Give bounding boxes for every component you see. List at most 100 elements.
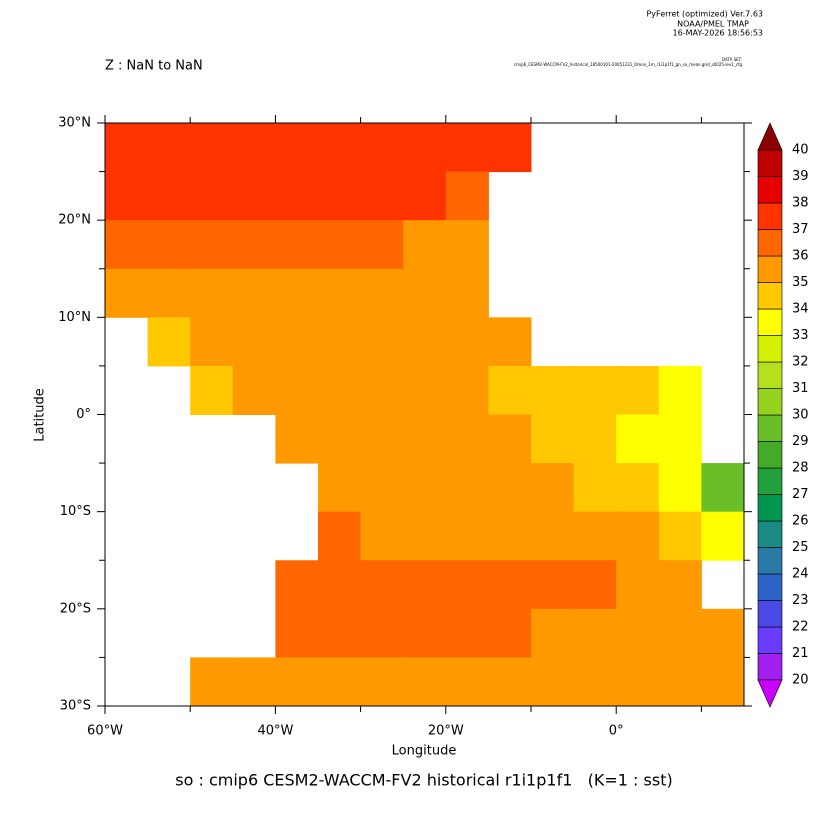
colorbar-label: 37 — [792, 222, 809, 237]
heat-cell — [701, 511, 745, 561]
heat-cell — [616, 365, 660, 415]
heat-cell — [445, 560, 489, 610]
colorbar-box — [757, 414, 783, 442]
heat-cell — [105, 123, 149, 173]
y-tick-label: 10°N — [58, 310, 91, 325]
x-tick-label: 20°W — [428, 724, 464, 739]
colorbar-over — [757, 122, 783, 151]
heat-cell — [658, 657, 702, 707]
heat-cell — [275, 268, 319, 318]
heat-cell — [147, 220, 191, 270]
colorbar-label: 39 — [792, 169, 809, 184]
y-tick-label: 20°S — [60, 601, 91, 616]
x-axis-label: Longitude — [392, 744, 457, 759]
heat-cell — [445, 608, 489, 658]
heat-cell — [488, 511, 532, 561]
colorbar-label: 22 — [792, 620, 809, 635]
heat-cell — [232, 365, 276, 415]
header-line: PyFerret (optimized) Ver.7.63 — [646, 10, 763, 19]
heat-cell — [232, 317, 276, 367]
heat-cell — [360, 463, 404, 513]
colorbar-box — [757, 282, 783, 310]
heat-cell — [403, 414, 447, 464]
heat-cell — [190, 220, 234, 270]
colorbar-label: 23 — [792, 593, 809, 608]
colorbar-box — [757, 626, 783, 654]
heat-cell — [488, 317, 532, 367]
colorbar-label: 25 — [792, 540, 809, 555]
heat-cell — [403, 268, 447, 318]
heat-cell — [488, 365, 532, 415]
heat-cell — [360, 317, 404, 367]
colorbar-box — [757, 388, 783, 416]
heat-cell — [360, 560, 404, 610]
colorbar-box — [757, 494, 783, 522]
heat-cell — [616, 414, 660, 464]
heat-cell — [318, 317, 362, 367]
colorbar-label: 26 — [792, 514, 809, 529]
heat-cell — [616, 657, 660, 707]
heat-cell — [573, 414, 617, 464]
heat-cell — [531, 657, 575, 707]
heat-cell — [658, 511, 702, 561]
y-tick-label: 30°S — [60, 699, 91, 714]
heat-cell — [190, 365, 234, 415]
colorbar-label: 29 — [792, 434, 809, 449]
heat-cell — [403, 123, 447, 173]
colorbar-label: 33 — [792, 328, 809, 343]
heat-cell — [531, 463, 575, 513]
heat-cell — [275, 317, 319, 367]
heat-cell — [318, 511, 362, 561]
y-tick-label: 20°N — [58, 213, 91, 228]
heat-cell — [445, 317, 489, 367]
colorbar-label: 36 — [792, 249, 809, 264]
heat-cell — [275, 657, 319, 707]
dataset-name: cmip6_CESM2-WACCM-FV2_historical_1850010… — [514, 62, 743, 67]
heat-cell — [318, 268, 362, 318]
heat-cell — [190, 317, 234, 367]
heat-cell — [232, 268, 276, 318]
heat-cell — [360, 171, 404, 221]
heat-cell — [658, 463, 702, 513]
heat-cell — [701, 463, 745, 513]
colorbar-label: 20 — [792, 673, 809, 688]
x-tick-label: 40°W — [257, 724, 293, 739]
heat-cell — [573, 511, 617, 561]
heat-cell — [360, 608, 404, 658]
heat-cell — [658, 608, 702, 658]
heat-cell — [403, 171, 447, 221]
heat-cell — [275, 123, 319, 173]
colorbar-label: 40 — [792, 143, 809, 158]
heat-cell — [658, 560, 702, 610]
heat-cell — [445, 463, 489, 513]
heat-cell — [573, 657, 617, 707]
y-tick-label: 10°S — [60, 504, 91, 519]
heat-cell — [318, 414, 362, 464]
heat-cell — [531, 414, 575, 464]
heat-cell — [105, 268, 149, 318]
colorbar-label: 28 — [792, 461, 809, 476]
colorbar-box — [757, 308, 783, 336]
heat-cell — [445, 220, 489, 270]
heat-cell — [573, 463, 617, 513]
heat-cell — [360, 511, 404, 561]
heat-cell — [232, 220, 276, 270]
heat-cell — [232, 657, 276, 707]
x-tick-label: 0° — [609, 724, 624, 739]
colorbar-under — [757, 679, 783, 708]
heat-cell — [318, 560, 362, 610]
colorbar-box — [757, 149, 783, 177]
heat-cell — [360, 365, 404, 415]
heat-cell — [488, 414, 532, 464]
heat-cell — [147, 317, 191, 367]
colorbar-box — [757, 653, 783, 681]
header-line: NOAA/PMEL TMAP — [677, 20, 749, 29]
heat-cell — [531, 608, 575, 658]
heat-cell — [531, 560, 575, 610]
heat-cell — [445, 414, 489, 464]
heat-cell — [232, 171, 276, 221]
colorbar-label: 32 — [792, 355, 809, 370]
heat-cell — [360, 220, 404, 270]
